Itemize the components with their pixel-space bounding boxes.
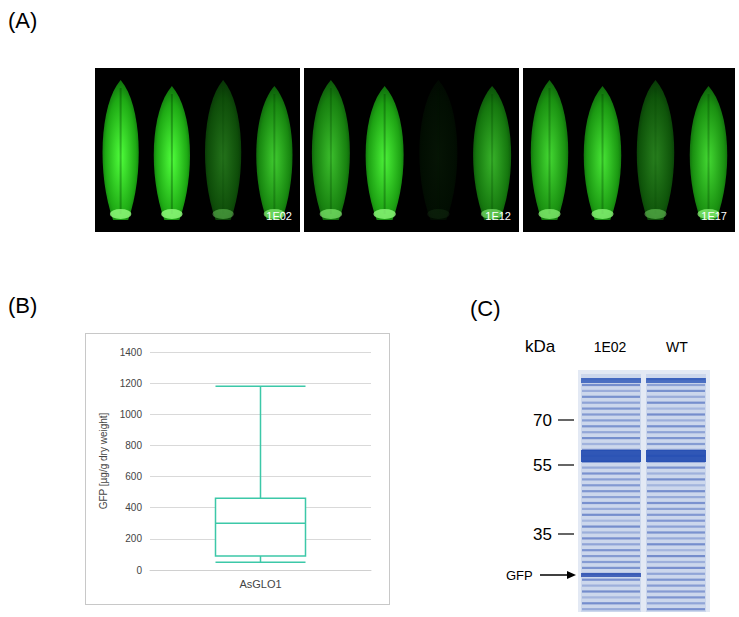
svg-text:1E02: 1E02 [594,339,627,355]
svg-text:1E17: 1E17 [701,210,727,222]
svg-text:WT: WT [666,339,688,355]
svg-text:1400: 1400 [120,347,143,358]
svg-text:AsGLO1: AsGLO1 [239,578,281,590]
svg-text:35: 35 [533,525,552,544]
svg-text:1E02: 1E02 [266,210,292,222]
html-text:(B): (B) [8,293,38,318]
svg-text:70: 70 [533,411,552,430]
svg-text:kDa: kDa [525,337,556,356]
svg-text:600: 600 [125,471,142,482]
svg-text:200: 200 [125,533,142,544]
svg-text:0: 0 [136,565,142,576]
svg-text:800: 800 [125,440,142,451]
html-text:(C): (C) [470,296,501,321]
svg-text:400: 400 [125,502,142,513]
svg-text:1000: 1000 [120,409,143,420]
html-text:(A): (A) [8,8,38,33]
svg-text:GFP: GFP [506,568,533,583]
svg-text:1E12: 1E12 [485,210,511,222]
svg-text:55: 55 [533,456,552,475]
svg-text:1200: 1200 [120,378,143,389]
svg-text:GFP [µg/g dry weight]: GFP [µg/g dry weight] [98,412,109,509]
